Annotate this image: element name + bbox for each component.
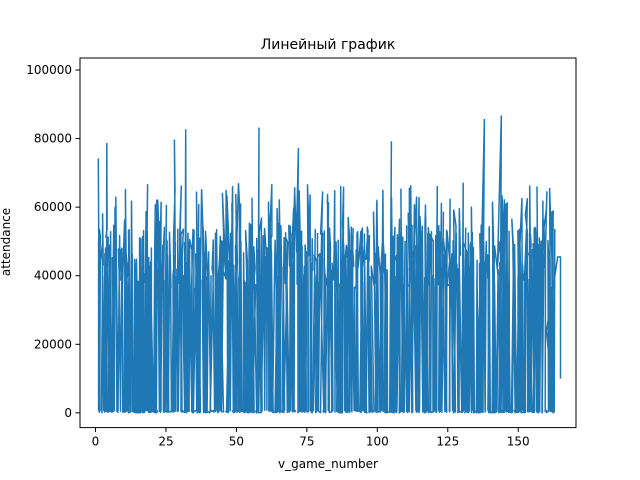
x-tick-label: 0 [92,435,100,449]
y-tick-label: 0 [64,406,72,420]
peak-point-7 [483,118,486,121]
x-tick-label: 25 [158,435,173,449]
y-tick-label: 60000 [34,200,72,214]
x-tick-label: 100 [366,435,389,449]
series-line-0 [97,115,562,414]
plot-area [97,115,562,414]
y-tick-label: 40000 [34,269,72,283]
x-tick-label: 125 [436,435,459,449]
peak-point-2 [173,139,176,142]
y-tick-label: 80000 [34,132,72,146]
peak-point-8 [500,115,503,118]
x-tick-label: 75 [299,435,314,449]
peak-point-3 [184,129,187,131]
y-axis-label: attendance [0,208,13,276]
y-axis: 0 20000 40000 60000 80000 100000 [26,63,80,420]
peak-point-6 [390,141,393,143]
x-tick-label: 150 [507,435,530,449]
x-axis-label: v_game_number [278,457,378,471]
peak-point-4 [258,127,260,130]
peak-point-1 [105,142,108,145]
chart-title: Линейный график [261,37,396,53]
y-tick-label: 100000 [26,63,72,77]
x-axis: 0 25 50 75 100 125 150 [92,427,530,449]
plot-frame [79,57,577,429]
peak-point-5 [297,148,300,150]
y-tick-label: 20000 [34,337,72,351]
peak-point-0 [97,158,100,160]
x-tick-label: 50 [229,435,244,449]
